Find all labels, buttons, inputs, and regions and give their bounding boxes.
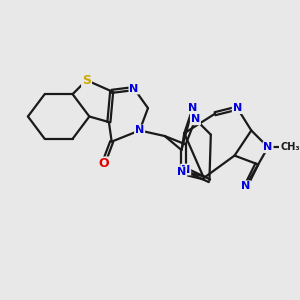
Text: O: O — [98, 158, 109, 170]
Text: N: N — [181, 164, 190, 175]
Text: N: N — [233, 103, 242, 113]
Text: N: N — [188, 103, 197, 113]
Text: N: N — [263, 142, 273, 152]
Text: CH₃: CH₃ — [280, 142, 300, 152]
Text: S: S — [82, 74, 91, 87]
Text: N: N — [241, 181, 250, 191]
Text: N: N — [191, 114, 200, 124]
Text: N: N — [177, 167, 186, 177]
Text: N: N — [135, 125, 144, 136]
Text: N: N — [129, 84, 139, 94]
